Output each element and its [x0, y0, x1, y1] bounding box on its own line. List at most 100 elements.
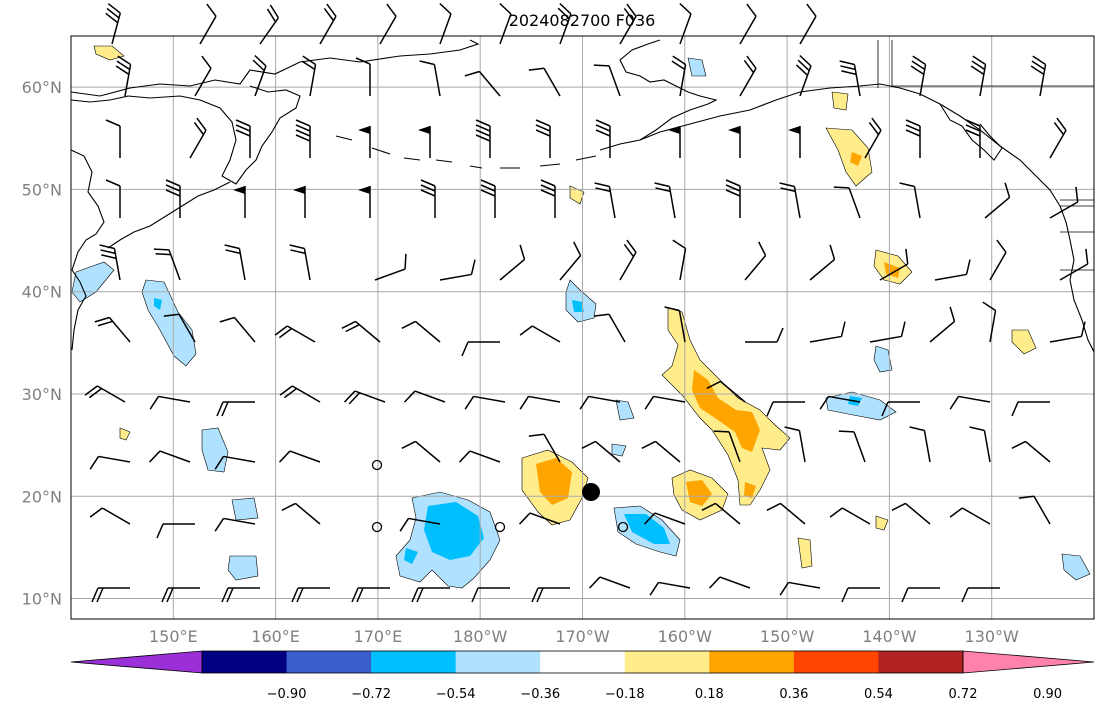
wind-barb — [809, 244, 836, 281]
wind-barb — [399, 517, 441, 532]
wind-barb — [418, 126, 431, 158]
wind-barb — [643, 512, 686, 525]
wind-barb — [401, 440, 441, 463]
negative-region-a — [201, 427, 229, 473]
coast-kurils — [107, 181, 231, 249]
lon-tick-label: 170°E — [354, 627, 403, 646]
wind-barb — [649, 581, 691, 596]
lon-tick-label: 150°E — [149, 627, 198, 646]
wind-barb — [864, 117, 882, 159]
wind-barb — [833, 186, 861, 219]
colorbar-extend-high — [962, 650, 1095, 674]
negative-region-b — [231, 497, 259, 521]
wind-barb — [153, 248, 181, 281]
map-panel — [70, 2, 1095, 620]
wind-barb — [91, 587, 130, 603]
wind-barb — [619, 239, 637, 281]
wind-barb — [779, 182, 801, 219]
coast-okhotsk — [70, 149, 105, 271]
wind-barb — [725, 179, 741, 218]
wind-barb — [439, 259, 476, 281]
wind-barb — [156, 523, 195, 539]
calm-circle — [371, 521, 383, 533]
wind-barb — [672, 239, 687, 281]
wind-barb — [819, 395, 861, 410]
wind-barb — [641, 440, 681, 463]
wind-barb — [841, 587, 880, 603]
wind-barb — [499, 2, 512, 45]
colorbar-segment — [793, 651, 879, 673]
wind-barb — [519, 325, 561, 343]
wind-barb — [795, 54, 812, 97]
tc-marker — [582, 483, 600, 501]
wind-barb — [528, 433, 561, 463]
wind-barb — [149, 395, 191, 410]
wind-barb — [706, 380, 746, 403]
wind-barb — [619, 3, 637, 45]
wind-barb — [909, 426, 931, 463]
wind-barb — [89, 507, 131, 525]
coast-aleutians — [335, 135, 597, 169]
wind-barb — [1059, 248, 1089, 281]
wind-barb — [728, 126, 741, 158]
lat-tick-label: 60°N — [22, 78, 62, 97]
wind-barb — [766, 502, 806, 525]
wind-barb — [654, 182, 676, 219]
colorbar-segment — [540, 651, 626, 673]
colorbar-segment — [455, 651, 541, 673]
wind-barb — [528, 67, 561, 97]
colorbar-tick-label: −0.90 — [267, 687, 307, 702]
wind-barb — [480, 179, 496, 218]
wind-barb — [881, 401, 920, 417]
lat-tick-label: 20°N — [22, 487, 62, 506]
wind-barb — [713, 430, 741, 463]
colorbar: −0.90 −0.72 −0.54 −0.36 −0.18 0.18 0.36 0.54 0.7… — [70, 650, 1095, 702]
station-markers — [371, 459, 629, 533]
wind-barb — [739, 55, 757, 97]
wind-barb — [475, 119, 491, 158]
wind-barb — [235, 119, 251, 158]
wind-barb — [593, 64, 621, 97]
wind-barb — [403, 390, 446, 403]
positive-region-orange-west — [536, 458, 572, 505]
wind-barb — [929, 306, 956, 343]
latitude-labels: 60°N 50°N 40°N 30°N 20°N 10°N — [22, 78, 62, 608]
colorbar-tick-label: 0.36 — [779, 687, 808, 702]
wind-barb — [679, 2, 692, 45]
wind-barb — [221, 587, 260, 603]
wind-barb — [970, 55, 987, 97]
positive-region-small-2 — [875, 515, 889, 531]
wind-barb — [839, 60, 861, 97]
wind-barb — [1049, 117, 1067, 159]
wind-barb — [984, 182, 1011, 219]
wind-barb — [401, 320, 441, 343]
wind-barb — [105, 3, 122, 45]
wind-barb — [1011, 401, 1050, 417]
positive-region-small-4 — [569, 185, 585, 205]
wind-barb — [252, 54, 267, 97]
negative-region-f — [687, 57, 707, 77]
wind-barb — [671, 55, 687, 97]
negative-region-main-core — [424, 502, 484, 560]
coast-alaska-south — [639, 83, 1061, 207]
wind-barb — [374, 253, 407, 281]
wind-barb — [84, 385, 126, 403]
colorbar-tick-label: −0.72 — [351, 687, 391, 702]
wind-barb — [901, 587, 940, 603]
positive-region-coast — [1011, 329, 1037, 355]
coast-panhandle — [939, 103, 1003, 161]
wind-barb — [708, 576, 751, 589]
wind-barb — [189, 117, 207, 159]
wind-barb — [949, 395, 991, 410]
wind-barb — [274, 325, 316, 343]
wind-barb — [233, 186, 246, 218]
wind-barb — [1049, 186, 1079, 219]
wind-barb — [559, 241, 582, 281]
positive-region-orange — [692, 370, 760, 452]
colorbar-tick-label: 0.18 — [695, 687, 724, 702]
wind-barb — [593, 313, 626, 343]
coast-bc — [1059, 205, 1095, 353]
wind-barb — [969, 426, 991, 463]
negative-region-main-core-2 — [404, 548, 418, 564]
